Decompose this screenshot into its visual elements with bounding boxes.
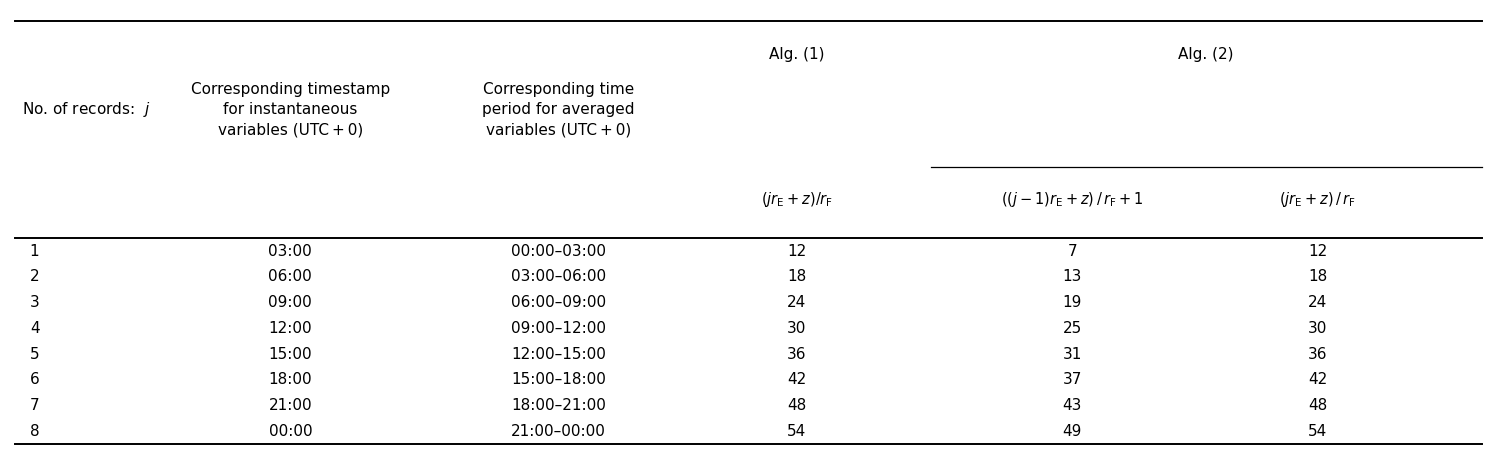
Text: 18:00–21:00: 18:00–21:00 [511, 398, 606, 413]
Text: 4: 4 [30, 321, 39, 336]
Text: 15:00–18:00: 15:00–18:00 [511, 372, 606, 387]
Text: 48: 48 [1309, 398, 1327, 413]
Text: 21:00: 21:00 [268, 398, 313, 413]
Text: 24: 24 [788, 295, 806, 310]
Text: 13: 13 [1062, 269, 1083, 284]
Text: 09:00: 09:00 [268, 295, 313, 310]
Text: 42: 42 [1309, 372, 1327, 387]
Text: $((j-1)r_{\mathrm{E}}+z)\,/\,r_{\mathrm{F}}+1$: $((j-1)r_{\mathrm{E}}+z)\,/\,r_{\mathrm{… [1001, 190, 1144, 209]
Text: 54: 54 [1309, 424, 1327, 439]
Text: 31: 31 [1062, 347, 1083, 362]
Text: 18: 18 [1309, 269, 1327, 284]
Text: 49: 49 [1062, 424, 1083, 439]
Text: Alg. (2): Alg. (2) [1178, 48, 1234, 62]
Text: 24: 24 [1309, 295, 1327, 310]
Text: 12: 12 [1309, 244, 1327, 259]
Text: 03:00–06:00: 03:00–06:00 [511, 269, 606, 284]
Text: 06:00: 06:00 [268, 269, 313, 284]
Text: 15:00: 15:00 [268, 347, 313, 362]
Text: 09:00–12:00: 09:00–12:00 [511, 321, 606, 336]
Text: 12:00: 12:00 [268, 321, 313, 336]
Text: 12:00–15:00: 12:00–15:00 [511, 347, 606, 362]
Text: 30: 30 [1307, 321, 1328, 336]
Text: 48: 48 [788, 398, 806, 413]
Text: Corresponding timestamp
for instantaneous
variables (UTC + 0): Corresponding timestamp for instantaneou… [191, 82, 390, 138]
Text: 30: 30 [786, 321, 807, 336]
Text: 03:00: 03:00 [268, 244, 313, 259]
Text: 1: 1 [30, 244, 39, 259]
Text: 42: 42 [788, 372, 806, 387]
Text: 7: 7 [30, 398, 39, 413]
Text: 19: 19 [1062, 295, 1083, 310]
Text: 54: 54 [788, 424, 806, 439]
Text: 00:00: 00:00 [268, 424, 313, 439]
Text: 21:00–00:00: 21:00–00:00 [511, 424, 606, 439]
Text: 7: 7 [1068, 244, 1077, 259]
Text: 36: 36 [1307, 347, 1328, 362]
Text: 12: 12 [788, 244, 806, 259]
Text: 3: 3 [30, 295, 40, 310]
Text: Alg. (1): Alg. (1) [768, 48, 825, 62]
Text: 43: 43 [1062, 398, 1083, 413]
Text: 36: 36 [786, 347, 807, 362]
Text: 6: 6 [30, 372, 40, 387]
Text: 18:00: 18:00 [268, 372, 313, 387]
Text: 06:00–09:00: 06:00–09:00 [511, 295, 606, 310]
Text: Corresponding time
period for averaged
variables (UTC + 0): Corresponding time period for averaged v… [482, 82, 634, 138]
Text: 18: 18 [788, 269, 806, 284]
Text: No. of records:  $j$: No. of records: $j$ [22, 100, 150, 120]
Text: 5: 5 [30, 347, 39, 362]
Text: $(jr_{\mathrm{E}}+z)\,/\,r_{\mathrm{F}}$: $(jr_{\mathrm{E}}+z)\,/\,r_{\mathrm{F}}$ [1279, 190, 1356, 209]
Text: $(jr_{\mathrm{E}}+z)/r_{\mathrm{F}}$: $(jr_{\mathrm{E}}+z)/r_{\mathrm{F}}$ [761, 190, 832, 209]
Text: 2: 2 [30, 269, 39, 284]
Text: 25: 25 [1063, 321, 1081, 336]
Text: 8: 8 [30, 424, 39, 439]
Text: 00:00–03:00: 00:00–03:00 [511, 244, 606, 259]
Text: 37: 37 [1062, 372, 1083, 387]
